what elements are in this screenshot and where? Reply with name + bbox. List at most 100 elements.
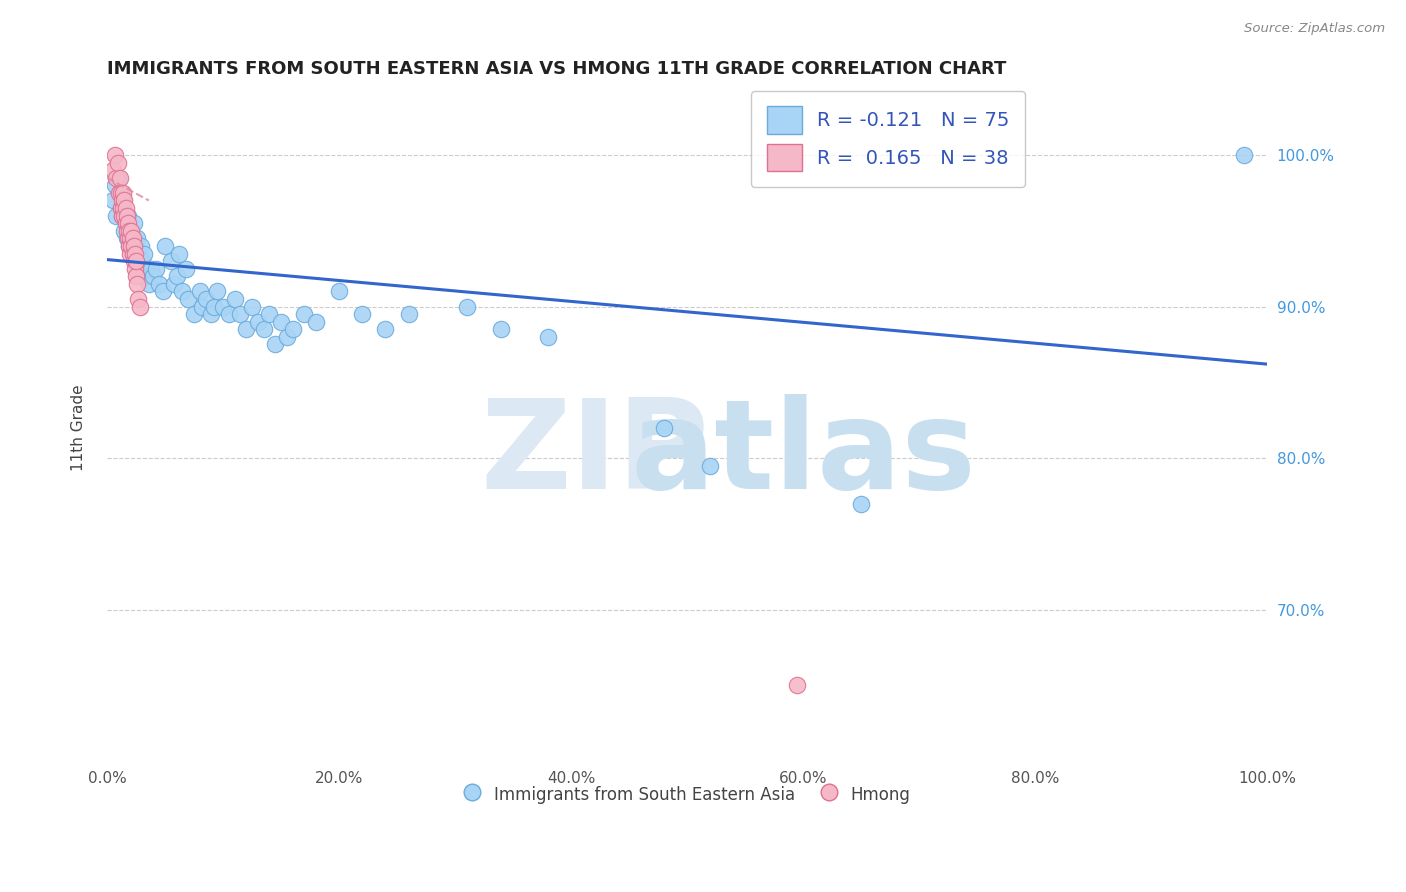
Point — [152, 285, 174, 299]
Point — [183, 307, 205, 321]
Text: Source: ZipAtlas.com: Source: ZipAtlas.com — [1244, 22, 1385, 36]
Point — [786, 678, 808, 692]
Point — [121, 246, 143, 260]
Text: ZIP: ZIP — [479, 394, 709, 515]
Point — [120, 231, 142, 245]
Legend: Immigrants from South Eastern Asia, Hmong: Immigrants from South Eastern Asia, Hmon… — [456, 776, 918, 813]
Text: IMMIGRANTS FROM SOUTH EASTERN ASIA VS HMONG 11TH GRADE CORRELATION CHART: IMMIGRANTS FROM SOUTH EASTERN ASIA VS HM… — [107, 60, 1007, 78]
Point — [259, 307, 281, 321]
Point — [264, 337, 287, 351]
Point — [129, 239, 152, 253]
Point — [1233, 148, 1256, 162]
Point — [141, 261, 163, 276]
Point — [202, 300, 225, 314]
Point — [110, 201, 132, 215]
Point — [292, 307, 315, 321]
Point — [104, 148, 127, 162]
Point — [352, 307, 374, 321]
Point — [114, 194, 136, 208]
Point — [246, 315, 269, 329]
Point — [127, 231, 149, 245]
Point — [177, 292, 200, 306]
Point — [374, 322, 396, 336]
Point — [124, 261, 146, 276]
Point — [699, 458, 721, 473]
Point — [114, 201, 136, 215]
Point — [118, 239, 141, 253]
Point — [117, 216, 139, 230]
Point — [120, 231, 142, 245]
Point — [172, 285, 194, 299]
Point — [270, 315, 292, 329]
Point — [652, 421, 675, 435]
Point — [101, 163, 124, 178]
Point — [153, 239, 176, 253]
Point — [117, 209, 139, 223]
Point — [235, 322, 257, 336]
Point — [124, 246, 146, 260]
Point — [218, 307, 240, 321]
Point — [142, 269, 165, 284]
Point — [166, 269, 188, 284]
Point — [127, 277, 149, 291]
Point — [132, 269, 155, 284]
Point — [120, 246, 142, 260]
Point — [121, 246, 143, 260]
Point — [118, 239, 141, 253]
Point — [240, 300, 263, 314]
Point — [104, 178, 127, 193]
Point — [107, 186, 129, 200]
Point — [110, 201, 132, 215]
Point — [148, 277, 170, 291]
Point — [120, 224, 142, 238]
Point — [125, 254, 148, 268]
Point — [124, 239, 146, 253]
Point — [114, 216, 136, 230]
Point — [188, 285, 211, 299]
Point — [125, 254, 148, 268]
Point — [207, 285, 229, 299]
Point — [110, 186, 132, 200]
Text: atlas: atlas — [630, 394, 976, 515]
Point — [112, 201, 135, 215]
Point — [120, 239, 142, 253]
Point — [163, 277, 186, 291]
Point — [491, 322, 513, 336]
Point — [128, 300, 150, 314]
Point — [122, 239, 145, 253]
Point — [122, 216, 145, 230]
Point — [111, 209, 134, 223]
Point — [212, 300, 235, 314]
Point — [107, 170, 129, 185]
Point — [136, 269, 159, 284]
Point — [114, 216, 136, 230]
Point — [125, 269, 148, 284]
Point — [224, 292, 246, 306]
Point — [108, 186, 131, 200]
Point — [253, 322, 276, 336]
Point — [849, 496, 872, 510]
Point — [115, 231, 138, 245]
Point — [108, 170, 131, 185]
Point — [138, 277, 160, 291]
Point — [117, 231, 139, 245]
Point — [111, 209, 134, 223]
Point — [134, 246, 156, 260]
Point — [114, 224, 136, 238]
Point — [115, 209, 138, 223]
Point — [101, 194, 124, 208]
Point — [174, 261, 197, 276]
Point — [127, 292, 149, 306]
Point — [128, 261, 150, 276]
Point — [114, 209, 136, 223]
Point — [200, 307, 222, 321]
Point — [160, 254, 183, 268]
Point — [456, 300, 478, 314]
Point — [115, 224, 138, 238]
Point — [134, 261, 156, 276]
Y-axis label: 11th Grade: 11th Grade — [72, 384, 86, 471]
Point — [145, 261, 167, 276]
Point — [112, 186, 135, 200]
Point — [328, 285, 350, 299]
Point — [112, 194, 135, 208]
